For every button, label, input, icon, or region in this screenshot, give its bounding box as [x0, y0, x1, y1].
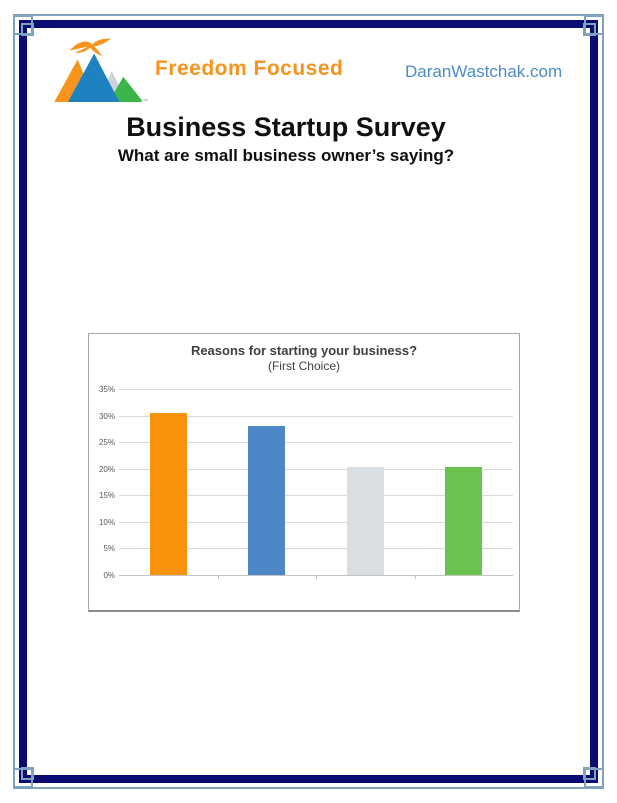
- bar-chart: Reasons for starting your business? (Fir…: [88, 333, 520, 612]
- page-border-accent-line: [13, 14, 604, 789]
- x-axis-tick: [316, 575, 317, 579]
- bar-1: [149, 412, 187, 575]
- gridline: [119, 468, 513, 470]
- trademark-symbol: ™: [143, 99, 148, 104]
- page-border: [19, 20, 598, 783]
- gridline: [119, 415, 513, 417]
- y-axis-tick-label: 5%: [103, 544, 115, 554]
- page-subtitle: What are small business owner’s saying?: [117, 146, 455, 166]
- gridline: [119, 495, 513, 497]
- y-axis-tick-label: 0%: [103, 571, 115, 580]
- y-axis-tick-label: 20%: [98, 464, 115, 474]
- chart-title: Reasons for starting your business?: [190, 343, 418, 358]
- bar-4: [445, 466, 483, 575]
- border-corner-ornament-top-right: [574, 15, 604, 45]
- freedom-focused-logo-icon: ™: [54, 38, 148, 104]
- x-axis-tick: [414, 575, 416, 579]
- plot-area: [119, 389, 513, 579]
- brand-name: Freedom Focused: [155, 57, 344, 80]
- corner-square-icon: [21, 767, 34, 780]
- bar-2: [248, 426, 286, 575]
- gridline: [119, 548, 513, 550]
- border-corner-ornament-bottom-left: [13, 758, 43, 788]
- title-block: Business Startup Survey What are small b…: [27, 112, 545, 166]
- border-corner-ornament-bottom-right: [574, 758, 604, 788]
- corner-square-icon: [21, 23, 34, 36]
- page-title: Business Startup Survey: [126, 112, 446, 142]
- border-corner-ornament-top-left: [13, 15, 43, 45]
- mountain-blue-icon: [67, 53, 120, 103]
- chart-subtitle: (First Choice): [267, 359, 340, 373]
- bird-icon: [69, 38, 111, 57]
- corner-square-icon: [583, 767, 596, 780]
- mountain-green-icon: [108, 76, 142, 103]
- website-link[interactable]: DaranWastchak.com: [405, 62, 563, 81]
- gridline: [119, 442, 513, 444]
- corner-square-icon: [583, 23, 596, 36]
- y-axis-tick-label: 25%: [98, 438, 115, 448]
- x-axis-tick: [217, 575, 219, 579]
- y-axis-tick-label: 10%: [98, 517, 115, 527]
- y-axis-tick-label: 30%: [98, 411, 115, 421]
- gridline: [119, 389, 513, 390]
- bar-3: [346, 466, 384, 575]
- y-axis-tick-label: 35%: [98, 385, 115, 394]
- y-axis-tick-label: 15%: [98, 491, 115, 501]
- gridline: [119, 521, 513, 523]
